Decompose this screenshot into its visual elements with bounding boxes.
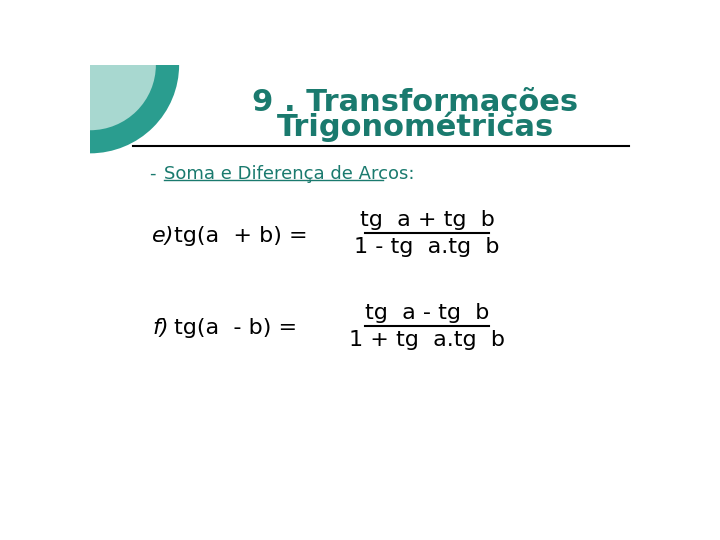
Text: Soma e Diferença de Arcos:: Soma e Diferença de Arcos: [163,165,414,183]
Text: tg  a - tg  b: tg a - tg b [365,303,490,323]
Text: tg(a  + b) =: tg(a + b) = [174,226,307,246]
Text: f): f) [152,318,168,338]
Text: tg(a  - b) =: tg(a - b) = [174,318,297,338]
Wedge shape [90,65,179,153]
Text: Trigonométricas: Trigonométricas [277,111,554,141]
Text: tg  a + tg  b: tg a + tg b [360,211,495,231]
Wedge shape [90,65,156,130]
Text: -: - [150,165,163,183]
Text: 9 . Transformações: 9 . Transformações [253,87,579,117]
Text: e): e) [152,226,174,246]
Text: 1 - tg  a.tg  b: 1 - tg a.tg b [354,237,500,257]
Text: 1 + tg  a.tg  b: 1 + tg a.tg b [349,330,505,350]
